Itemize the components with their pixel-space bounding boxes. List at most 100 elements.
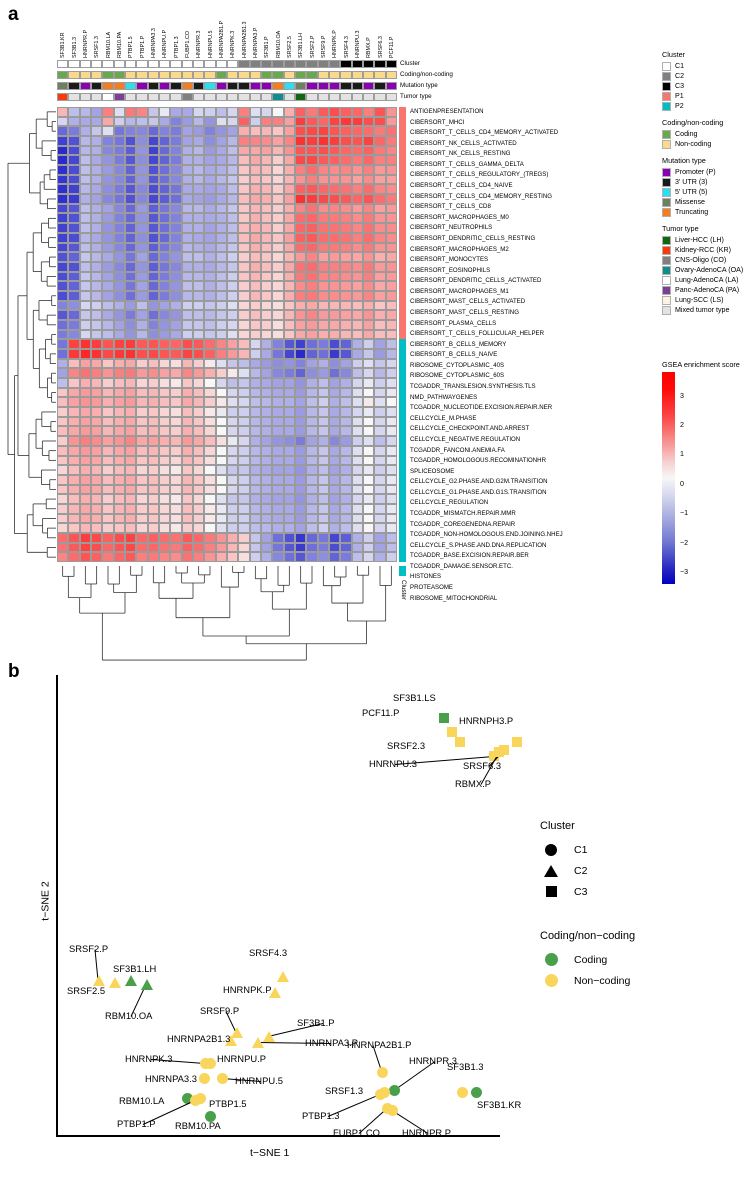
heatmap-cell [238, 387, 250, 398]
heatmap-cell [249, 242, 261, 253]
heatmap-cell [68, 465, 80, 475]
legend-label: 3' UTR (3) [675, 178, 708, 186]
annotation-cell-mutation [374, 82, 386, 90]
legend-label: C3 [675, 82, 685, 90]
legend-swatch [662, 255, 671, 265]
heatmap-cell [204, 261, 216, 272]
heatmap-cell [306, 136, 318, 146]
tsne-point[interactable] [190, 1095, 201, 1106]
heatmap-cell [170, 329, 182, 340]
legend-label: 5' UTR (5) [675, 188, 708, 196]
heatmap-cell [272, 319, 284, 330]
tsne-point[interactable] [205, 1058, 216, 1069]
tsne-point[interactable] [455, 737, 465, 747]
annotation-cell-coding [215, 71, 227, 79]
tsne-point[interactable] [263, 1031, 275, 1042]
heatmap-cell [306, 194, 318, 204]
heatmap-cell [374, 387, 386, 398]
heatmap-cell [340, 310, 352, 320]
heatmap-cell [136, 281, 148, 291]
heatmap-cell [226, 503, 239, 514]
tsne-point[interactable] [457, 1087, 468, 1098]
tsne-point[interactable] [205, 1111, 216, 1122]
tsne-point[interactable] [277, 971, 289, 982]
heatmap-cell [317, 426, 329, 437]
heatmap-cell [249, 513, 261, 524]
tsne-point[interactable] [389, 1085, 400, 1096]
tsne-point[interactable] [439, 713, 449, 723]
panel-b-legends: Cluster C1 C2 C3 Coding/non−coding Coding N… [540, 820, 710, 991]
heatmap-cell [317, 455, 329, 466]
heatmap-cell [215, 319, 227, 330]
tsne-point[interactable] [252, 1037, 264, 1048]
heatmap-cell [170, 523, 182, 533]
heatmap-cell [57, 107, 69, 117]
tsne-point[interactable] [387, 1105, 398, 1116]
heatmap-row-label: CELLCYCLE_REGULATION [410, 499, 489, 507]
annotation-cell-cluster [181, 60, 193, 68]
annotation-cell-coding [374, 71, 386, 79]
heatmap-cell [317, 136, 329, 146]
heatmap-cell [374, 223, 386, 233]
tsne-point[interactable] [217, 1073, 228, 1084]
tsne-point[interactable] [447, 727, 457, 737]
heatmap-cell [317, 310, 329, 320]
tsne-point[interactable] [93, 975, 105, 986]
heatmap-cell [57, 310, 69, 320]
heatmap-cell [374, 242, 386, 253]
heatmap-cell [158, 203, 171, 214]
row-annotation-cell [399, 368, 406, 379]
heatmap-cell [328, 474, 341, 485]
heatmap-cell [147, 319, 159, 330]
heatmap-cell [317, 378, 329, 388]
tsne-legend-item[interactable]: C2 [540, 860, 710, 881]
heatmap-cell [226, 349, 239, 359]
heatmap-cell [226, 465, 239, 475]
heatmap-row-label: CIBERSORT_T_CELLS_CD8 [410, 203, 491, 211]
tsne-legend-item[interactable]: Coding [540, 949, 710, 970]
heatmap-cell [215, 126, 227, 137]
tsne-point[interactable] [377, 1067, 388, 1078]
heatmap-cell [272, 552, 284, 562]
tsne-point[interactable] [499, 745, 509, 755]
heatmap-cell [90, 494, 103, 504]
heatmap-cell [192, 465, 205, 475]
heatmap-cell [260, 319, 273, 330]
tsne-point[interactable] [471, 1087, 482, 1098]
heatmap-cell [79, 368, 91, 379]
legend-label: Truncating [675, 208, 709, 216]
tsne-point[interactable] [199, 1073, 210, 1084]
tsne-point[interactable] [494, 747, 504, 757]
heatmap-cell [272, 542, 284, 553]
tsne-point[interactable] [125, 975, 137, 986]
tsne-point[interactable] [269, 987, 281, 998]
heatmap-cell [79, 484, 91, 495]
tsne-point[interactable] [375, 1089, 386, 1100]
heatmap-cell [317, 223, 329, 233]
heatmap-cell [294, 271, 307, 282]
tsne-legend-item[interactable]: Non−coding [540, 970, 710, 991]
tsne-point[interactable] [109, 977, 121, 988]
heatmap-cell [181, 145, 193, 156]
tsne-legend-item[interactable]: C3 [540, 881, 710, 902]
heatmap-cell [306, 552, 318, 562]
tsne-point[interactable] [512, 737, 522, 747]
heatmap-cell [226, 136, 239, 146]
annotation-cell-coding [294, 71, 307, 79]
tsne-legend-item[interactable]: C1 [540, 839, 710, 860]
row-annotation-cell [399, 474, 406, 485]
heatmap-cell [113, 378, 125, 388]
heatmap-column-label: HNRNPA3.3 [150, 28, 157, 58]
annotation-cell-tumor [136, 93, 148, 101]
heatmap-cell [158, 387, 171, 398]
heatmap-cell [181, 136, 193, 146]
tsne-point[interactable] [182, 1093, 193, 1104]
heatmap-cell [249, 416, 261, 427]
heatmap-cell [204, 213, 216, 224]
legend-label: Ovary-AdenoCA (OA) [675, 266, 744, 274]
heatmap-cell [68, 542, 80, 553]
tsne-point[interactable] [231, 1027, 243, 1038]
tsne-point[interactable] [141, 979, 153, 990]
tsne-point[interactable] [225, 1035, 237, 1046]
heatmap-cell [340, 329, 352, 340]
